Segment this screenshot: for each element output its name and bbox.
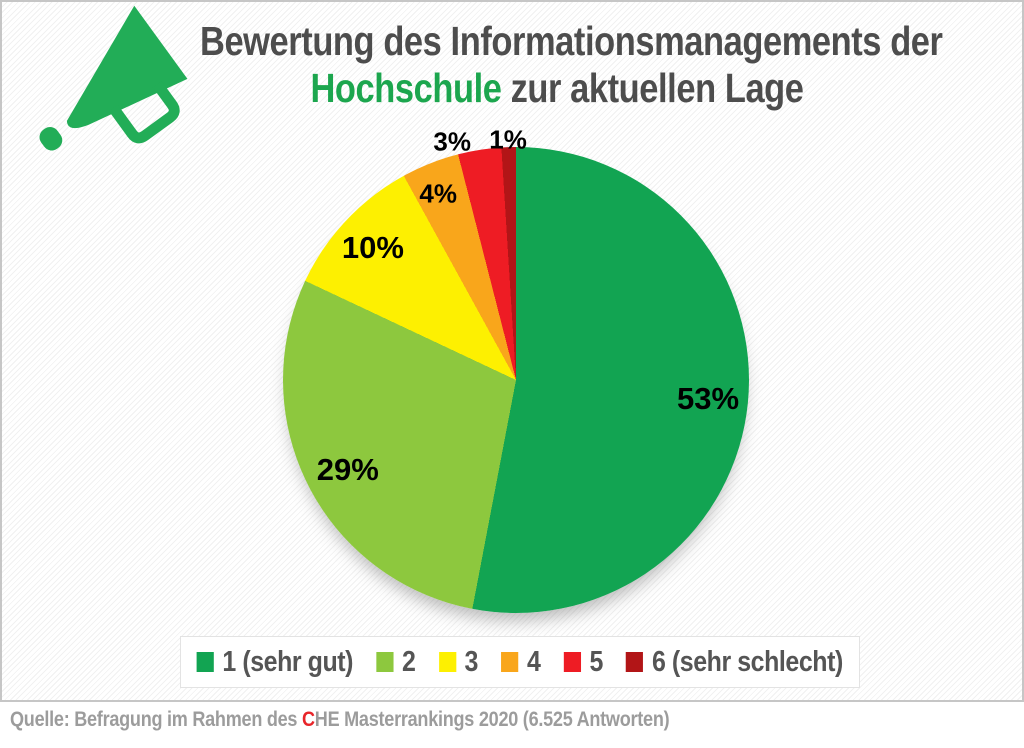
- infographic-board: Bewertung des Informationsmanagements de…: [0, 0, 1024, 702]
- slice-label-3: 10%: [341, 230, 404, 266]
- slice-label-5: 3%: [433, 126, 471, 157]
- legend-item: 6 (sehr schlecht): [626, 645, 844, 679]
- page-title: Bewertung des Informationsmanagements de…: [200, 18, 943, 112]
- slice-label-1: 53%: [676, 381, 740, 417]
- legend-label-6: 6 (sehr schlecht): [652, 645, 844, 678]
- legend-swatch-6: [626, 652, 644, 672]
- source-prefix: Quelle: Befragung im Rahmen des: [10, 707, 302, 731]
- slice-label-4: 4%: [419, 178, 457, 209]
- legend-row: 1 (sehr gut) 2 3 4 5 6 (sehr schlecht): [196, 645, 844, 679]
- legend-label-5: 5: [589, 645, 604, 678]
- source-line: Quelle: Befragung im Rahmen des CHE Mast…: [10, 707, 670, 732]
- title-highlight: Hochschule: [310, 65, 502, 111]
- title-line-1: Bewertung des Informationsmanagements de…: [200, 18, 943, 64]
- legend-swatch-3: [439, 652, 457, 672]
- title-line-2-rest: zur aktuellen Lage: [501, 65, 804, 111]
- legend-swatch-1: [196, 652, 215, 672]
- legend-label-2: 2: [402, 645, 416, 678]
- legend-swatch-5: [563, 652, 582, 672]
- legend-label-3: 3: [464, 645, 479, 678]
- legend-label-4: 4: [527, 645, 541, 678]
- legend: 1 (sehr gut) 2 3 4 5 6 (sehr schlecht): [180, 636, 860, 688]
- legend-item: 3: [439, 645, 479, 679]
- legend-swatch-4: [501, 652, 519, 672]
- megaphone-icon: [39, 5, 188, 151]
- slice-label-2: 29%: [316, 451, 379, 487]
- legend-label-1: 1 (sehr gut): [222, 645, 354, 678]
- legend-swatch-2: [376, 652, 394, 672]
- pie-circle: [283, 147, 749, 613]
- legend-item: 4: [501, 645, 541, 679]
- pie-chart: 53% 29% 10% 4% 3% 1%: [283, 125, 749, 613]
- source-highlight: C: [301, 707, 315, 731]
- title-line-2: Hochschule zur aktuellen Lage: [200, 65, 914, 112]
- legend-item: 2: [376, 645, 416, 679]
- legend-item: 1 (sehr gut): [196, 645, 354, 679]
- slice-label-6: 1%: [489, 124, 527, 155]
- source-rest: HE Masterrankings 2020 (6.525 Antworten): [314, 707, 670, 731]
- legend-item: 5: [563, 645, 604, 679]
